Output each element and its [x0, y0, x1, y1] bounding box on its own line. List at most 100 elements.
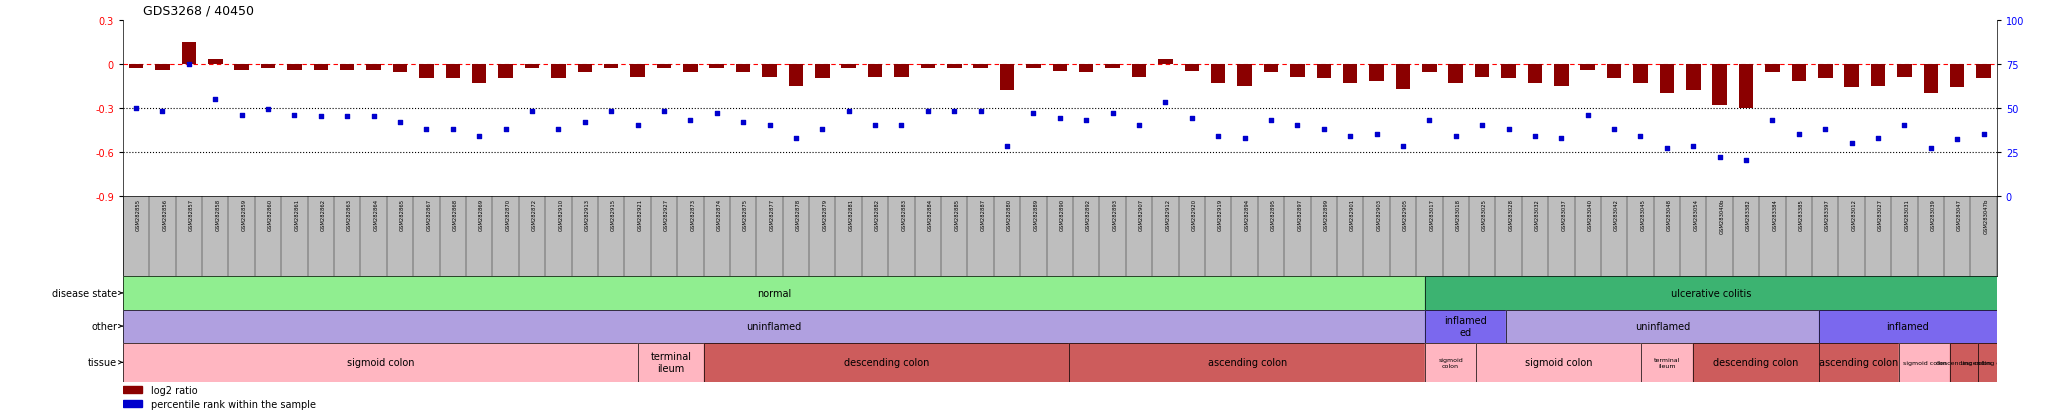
Bar [1505, 310, 1819, 343]
Point [754, 123, 786, 129]
Text: GSM282910: GSM282910 [559, 199, 563, 230]
Text: sigmoid colon: sigmoid colon [346, 357, 414, 368]
Text: GSM282862: GSM282862 [322, 199, 326, 230]
Text: GSM282913: GSM282913 [586, 199, 590, 230]
Text: GSM283382: GSM283382 [1747, 199, 1751, 230]
Text: GSM282856: GSM282856 [162, 199, 168, 230]
Point [1571, 112, 1604, 119]
Bar [1950, 343, 1978, 382]
Text: normal: normal [758, 288, 791, 298]
Bar [1640, 343, 1694, 382]
Bar [1264, 64, 1278, 74]
Text: GSM282892: GSM282892 [1085, 199, 1092, 230]
Text: GSM282889: GSM282889 [1034, 199, 1038, 230]
Text: GSM283384: GSM283384 [1772, 199, 1778, 230]
Text: GSM282855: GSM282855 [135, 199, 141, 230]
Point [1677, 144, 1710, 150]
Bar [922, 64, 936, 69]
Point [1440, 133, 1473, 140]
Point [463, 133, 496, 140]
Bar [946, 64, 961, 69]
Bar [1792, 64, 1806, 82]
Bar [1477, 343, 1640, 382]
Text: GSM282919: GSM282919 [1219, 199, 1223, 230]
Bar [1106, 64, 1120, 69]
Text: GSM282912: GSM282912 [1165, 199, 1169, 230]
Bar [1694, 343, 1819, 382]
Text: GSM282875: GSM282875 [743, 199, 748, 230]
Bar [1069, 343, 1425, 382]
Bar [1581, 64, 1595, 70]
Bar [1210, 64, 1225, 83]
Text: sigmoid
colon: sigmoid colon [1438, 357, 1462, 368]
Point [1493, 126, 1526, 133]
Bar [1819, 310, 1997, 343]
Bar [446, 64, 461, 79]
Point [780, 135, 813, 142]
Text: ulcerative colitis: ulcerative colitis [1671, 288, 1751, 298]
Bar [1870, 64, 1886, 86]
Text: GSM283385: GSM283385 [1798, 199, 1804, 230]
Text: GSM282883: GSM282883 [901, 199, 907, 230]
Point [383, 119, 416, 126]
Text: descending colon: descending colon [1935, 360, 1991, 365]
Bar [260, 64, 274, 69]
Point [831, 109, 864, 115]
Point [1888, 123, 1921, 129]
Bar [604, 64, 618, 69]
Text: GSM283027: GSM283027 [1878, 199, 1882, 230]
Text: GSM282881: GSM282881 [848, 199, 854, 230]
Text: GSM282873: GSM282873 [690, 199, 696, 230]
Text: GSM282857: GSM282857 [188, 199, 195, 230]
Text: ascending colon: ascending colon [1962, 360, 2013, 365]
Bar [1819, 64, 1833, 79]
Bar [1640, 343, 1694, 382]
Text: GSM282884: GSM282884 [928, 199, 934, 230]
Bar [1505, 310, 1819, 343]
Bar [313, 64, 328, 70]
Bar [182, 43, 197, 64]
Bar [1421, 64, 1436, 74]
Text: GSM282899: GSM282899 [1323, 199, 1329, 230]
Bar [123, 277, 1425, 310]
Text: GSM282927: GSM282927 [664, 199, 670, 230]
Point [1915, 145, 1948, 152]
Text: GSM282893: GSM282893 [1112, 199, 1118, 230]
Bar [367, 64, 381, 70]
Point [700, 110, 733, 117]
Point [1149, 100, 1182, 107]
Bar [1819, 343, 1898, 382]
Text: descending colon: descending colon [1714, 357, 1798, 368]
Text: GSM283397: GSM283397 [1825, 199, 1831, 230]
Point [1731, 158, 1763, 164]
Text: GSM283028: GSM283028 [1509, 199, 1513, 230]
Bar [1694, 343, 1819, 382]
Text: GSM282897: GSM282897 [1296, 199, 1303, 230]
Text: other: other [92, 321, 117, 331]
Bar [1976, 64, 1991, 79]
Point [356, 114, 389, 121]
Bar [1712, 64, 1726, 105]
Point [1360, 131, 1393, 138]
Point [305, 114, 338, 121]
Bar [1133, 64, 1147, 78]
Bar [393, 64, 408, 74]
Text: GSM283045: GSM283045 [1640, 199, 1645, 230]
Bar [1343, 64, 1358, 83]
Point [991, 144, 1024, 150]
Point [119, 105, 152, 112]
Bar [1475, 64, 1489, 78]
Text: GSM282863: GSM282863 [348, 199, 352, 230]
Text: GSM282872: GSM282872 [532, 199, 537, 230]
Point [1096, 110, 1128, 117]
Point [279, 112, 311, 119]
Bar [1237, 64, 1251, 86]
Text: GSM283032: GSM283032 [1534, 199, 1540, 230]
Point [252, 107, 285, 114]
Text: GSM282905: GSM282905 [1403, 199, 1407, 230]
Text: GSM282869: GSM282869 [479, 199, 483, 230]
Bar [578, 64, 592, 74]
Text: sigmoid colon: sigmoid colon [1903, 360, 1946, 365]
Point [1782, 131, 1815, 138]
Point [1255, 117, 1288, 124]
